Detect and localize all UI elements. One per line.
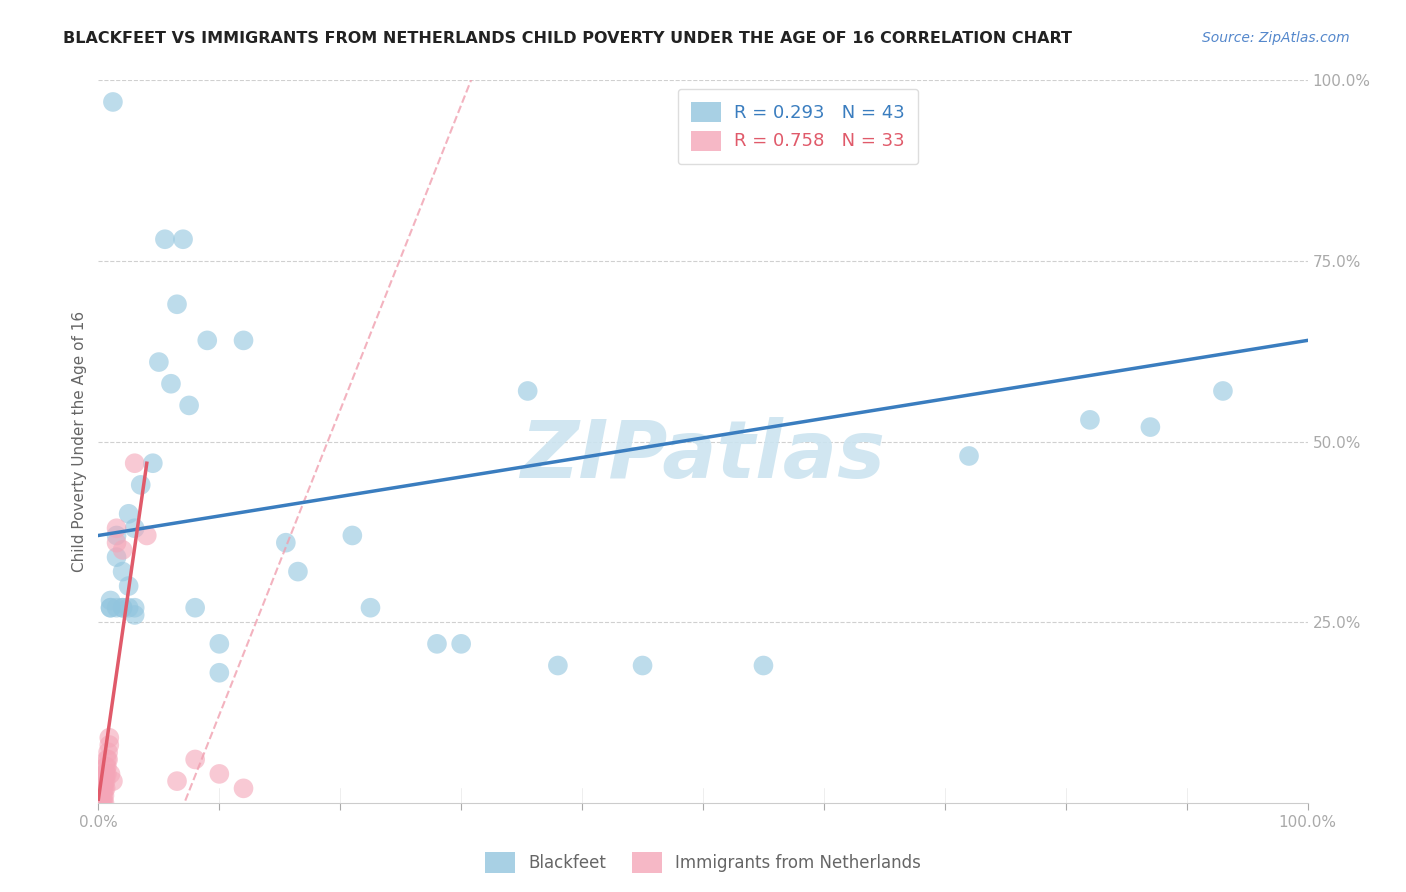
Point — [91, 796, 114, 810]
Point — [94, 781, 117, 796]
Point — [100, 600, 122, 615]
Point — [124, 456, 146, 470]
Point — [287, 565, 309, 579]
Point — [105, 528, 128, 542]
Point — [1078, 413, 1101, 427]
Point — [516, 384, 538, 398]
Point — [111, 565, 134, 579]
Point — [160, 376, 183, 391]
Point — [97, 752, 120, 766]
Point — [101, 95, 124, 109]
Point — [105, 521, 128, 535]
Point — [124, 600, 146, 615]
Point — [111, 542, 134, 557]
Point — [105, 535, 128, 549]
Point — [93, 796, 115, 810]
Point — [93, 767, 115, 781]
Point — [111, 600, 134, 615]
Point — [94, 767, 117, 781]
Point — [93, 789, 115, 803]
Point — [101, 774, 124, 789]
Point — [184, 600, 207, 615]
Point — [100, 593, 122, 607]
Point — [129, 478, 152, 492]
Point — [208, 637, 231, 651]
Point — [94, 774, 117, 789]
Point — [232, 781, 254, 796]
Legend: Blackfeet, Immigrants from Netherlands: Blackfeet, Immigrants from Netherlands — [478, 846, 928, 880]
Point — [105, 600, 128, 615]
Point — [105, 550, 128, 565]
Text: Source: ZipAtlas.com: Source: ZipAtlas.com — [1202, 31, 1350, 45]
Point — [172, 232, 194, 246]
Point — [124, 607, 146, 622]
Point — [135, 528, 157, 542]
Legend: R = 0.293   N = 43, R = 0.758   N = 33: R = 0.293 N = 43, R = 0.758 N = 33 — [678, 88, 918, 164]
Point — [91, 789, 114, 803]
Point — [957, 449, 980, 463]
Point — [100, 767, 122, 781]
Point — [93, 774, 115, 789]
Point — [118, 579, 141, 593]
Point — [274, 535, 297, 549]
Point — [195, 334, 218, 348]
Point — [208, 767, 231, 781]
Point — [91, 781, 114, 796]
Point — [91, 789, 114, 803]
Point — [752, 658, 775, 673]
Point — [1139, 420, 1161, 434]
Text: ZIPatlas: ZIPatlas — [520, 417, 886, 495]
Point — [360, 600, 382, 615]
Point — [97, 745, 120, 759]
Point — [166, 774, 188, 789]
Point — [111, 600, 134, 615]
Point — [426, 637, 449, 651]
Point — [96, 752, 118, 766]
Point — [1212, 384, 1234, 398]
Y-axis label: Child Poverty Under the Age of 16: Child Poverty Under the Age of 16 — [72, 311, 87, 572]
Point — [631, 658, 654, 673]
Point — [96, 760, 118, 774]
Point — [98, 738, 121, 752]
Point — [148, 355, 170, 369]
Point — [547, 658, 569, 673]
Point — [342, 528, 364, 542]
Point — [166, 297, 188, 311]
Point — [93, 781, 115, 796]
Point — [450, 637, 472, 651]
Point — [100, 600, 122, 615]
Point — [91, 774, 114, 789]
Point — [98, 731, 121, 745]
Point — [179, 398, 201, 412]
Point — [91, 796, 114, 810]
Point — [153, 232, 176, 246]
Point — [208, 665, 231, 680]
Point — [118, 507, 141, 521]
Point — [232, 334, 254, 348]
Point — [142, 456, 165, 470]
Point — [124, 521, 146, 535]
Point — [94, 760, 117, 774]
Point — [118, 600, 141, 615]
Text: BLACKFEET VS IMMIGRANTS FROM NETHERLANDS CHILD POVERTY UNDER THE AGE OF 16 CORRE: BLACKFEET VS IMMIGRANTS FROM NETHERLANDS… — [63, 31, 1073, 46]
Point — [184, 752, 207, 766]
Point — [96, 767, 118, 781]
